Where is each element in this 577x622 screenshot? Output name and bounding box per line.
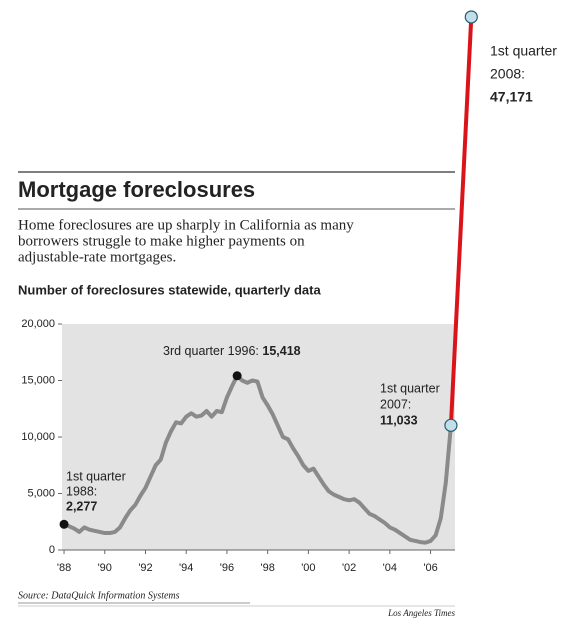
value-label: 11,033 <box>380 413 418 427</box>
annotation: 1988: <box>66 484 97 498</box>
y-tick-label: 0 <box>49 544 55 556</box>
point-marker <box>464 10 478 24</box>
series-line <box>62 373 453 545</box>
x-tick-label: '96 <box>220 562 234 574</box>
y-tick-label: 20,000 <box>21 318 55 330</box>
x-tick-label: '02 <box>342 562 356 574</box>
y-tick-label: 10,000 <box>21 431 55 443</box>
point-marker <box>232 371 242 381</box>
annotation: 2008: <box>490 66 525 82</box>
point-marker <box>444 418 458 432</box>
value-label: 15,418 <box>262 344 300 358</box>
x-tick-label: '90 <box>98 562 112 574</box>
value-label: 47,171 <box>490 89 533 105</box>
annotation: 1st quarter <box>490 43 557 59</box>
source: Source: DataQuick Information Systems <box>18 590 180 601</box>
x-tick-label: '94 <box>179 562 193 574</box>
y-tick-label: 5,000 <box>27 487 55 499</box>
y-axis-label: Number of foreclosures statewide, quarte… <box>18 282 321 297</box>
x-tick-label: '98 <box>260 562 274 574</box>
x-tick-label: '92 <box>138 562 152 574</box>
annotation: 1st quarter <box>380 381 440 395</box>
x-tick-label: '00 <box>301 562 315 574</box>
y-tick-label: 15,000 <box>21 374 55 386</box>
annotation: 2007: <box>380 397 411 411</box>
point-marker <box>59 519 69 529</box>
chart-title: Mortgage foreclosures <box>18 177 255 202</box>
subtitle: adjustable-rate mortgages. <box>18 249 176 265</box>
annotation: 1st quarter <box>66 469 126 483</box>
x-tick-label: '88 <box>57 562 71 574</box>
annotation-text: 3rd quarter 1996: <box>163 344 262 358</box>
subtitle: Home foreclosures are up sharply in Cali… <box>18 217 354 233</box>
x-tick-label: '04 <box>383 562 397 574</box>
x-tick-label: '06 <box>423 562 437 574</box>
credit: Los Angeles Times <box>387 608 455 618</box>
annotation: 3rd quarter 1996: 15,418 <box>163 344 301 358</box>
subtitle: borrowers struggle to make higher paymen… <box>18 233 305 249</box>
value-label: 2,277 <box>66 499 97 513</box>
series-line <box>448 14 474 428</box>
